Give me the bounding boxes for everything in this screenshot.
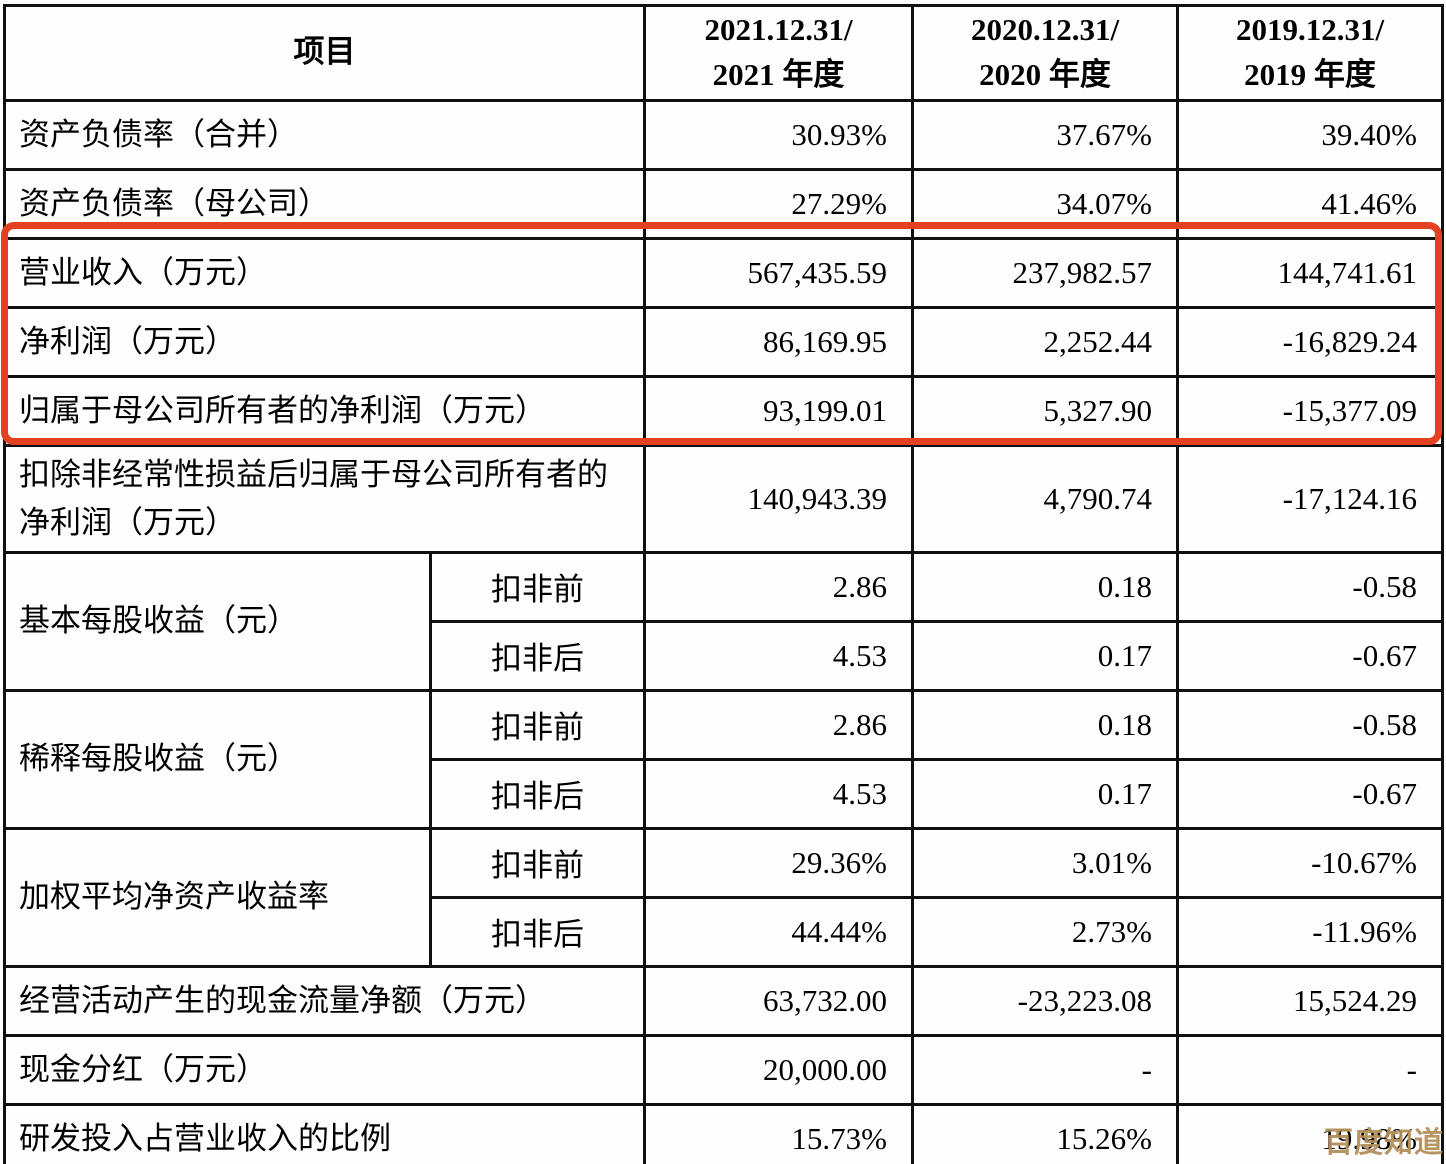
metric-value-cell: 34.07% [911,167,1179,240]
watermark-baidu-zhidao: 百度知道 [1323,1127,1444,1159]
header-item-cell: 项目 [3,4,646,102]
metric-label-cell: 经营活动产生的现金流量净额（万元） [3,964,646,1037]
metric-value-cell: 0.17 [911,757,1179,830]
metric-label-cell: 资产负债率（合并） [3,98,646,171]
table-row-operating-cashflow: 经营活动产生的现金流量净额（万元） 63,732.00 -23,223.08 1… [3,964,1444,1037]
subrow-label-cell: 扣非后 [429,895,646,968]
metric-value-cell: 567,435.59 [643,236,914,309]
metric-value-cell: 86,169.95 [643,305,914,378]
metric-value-cell: -23,223.08 [911,964,1179,1037]
metric-value-cell: 140,943.39 [643,443,914,554]
table-row-debt-ratio-parent: 资产负债率（母公司） 27.29% 34.07% 41.46% [3,167,1444,240]
subrow-label-cell: 扣非前 [429,688,646,761]
metric-value-cell: 19.98% [1176,1102,1444,1164]
metric-value-cell: 20,000.00 [643,1033,914,1106]
metric-value-cell: 93,199.01 [643,374,914,447]
metric-value-cell: - [911,1033,1179,1106]
financial-metrics-table: 项目 2021.12.31/ 2021 年度 2020.12.31/ 2020 … [3,4,1444,1164]
metric-value-cell: 41.46% [1176,167,1444,240]
metric-group-label-cell: 加权平均净资产收益率 [3,826,432,968]
metric-value-cell: -11.96% [1176,895,1444,968]
subrow-label-cell: 扣非前 [429,826,646,899]
metric-value-cell: 39.40% [1176,98,1444,171]
table-row-net-profit-deducted: 扣除非经常性损益后归属于母公司所有者的净利润（万元） 140,943.39 4,… [3,443,1444,554]
metric-label-cell: 资产负债率（母公司） [3,167,646,240]
metric-value-cell: 44.44% [643,895,914,968]
metric-value-cell: - [1176,1033,1444,1106]
header-2020-cell: 2020.12.31/ 2020 年度 [911,4,1179,102]
metric-value-cell: 2.86 [643,550,914,623]
metric-value-cell: 0.18 [911,550,1179,623]
metric-value-cell: -16,829.24 [1176,305,1444,378]
table-row-basic-eps-pre: 基本每股收益（元） 扣非前 2.86 0.18 -0.58 [3,550,1444,692]
metric-value-cell: 29.36% [643,826,914,899]
table-row-cash-dividend: 现金分红（万元） 20,000.00 - - [3,1033,1444,1106]
metric-value-cell: 15,524.29 [1176,964,1444,1037]
metric-value-cell: 0.18 [911,688,1179,761]
metric-value-cell: 5,327.90 [911,374,1179,447]
metric-value-cell: 63,732.00 [643,964,914,1037]
metric-value-cell: 3.01% [911,826,1179,899]
metric-value-cell: 37.67% [911,98,1179,171]
metric-value-cell: 2.86 [643,688,914,761]
metric-value-cell: 2,252.44 [911,305,1179,378]
metric-value-cell: 144,741.61 [1176,236,1444,309]
table-row-diluted-eps-post: 扣非后 4.53 0.17 -0.67 [5,757,1444,830]
header-2021-cell: 2021.12.31/ 2021 年度 [643,4,914,102]
metric-label-cell: 研发投入占营业收入的比例 [3,1102,646,1164]
table-row-basic-eps-post: 扣非后 4.53 0.17 -0.67 [5,619,1444,692]
table-row-net-profit: 净利润（万元） 86,169.95 2,252.44 -16,829.24 [3,305,1444,378]
metric-value-cell: -0.67 [1176,757,1444,830]
subrow-label-cell: 扣非前 [429,550,646,623]
metric-value-cell: 4.53 [643,757,914,830]
metric-value-cell: 4,790.74 [911,443,1179,554]
table-row-diluted-eps-pre: 稀释每股收益（元） 扣非前 2.86 0.18 -0.58 [3,688,1444,830]
metric-value-cell: 30.93% [643,98,914,171]
metric-value-cell: 237,982.57 [911,236,1179,309]
metric-value-cell: -17,124.16 [1176,443,1444,554]
metric-label-cell: 现金分红（万元） [3,1033,646,1106]
metric-value-cell: 15.26% [911,1102,1179,1164]
metric-value-cell: 27.29% [643,167,914,240]
table-row-operating-revenue: 营业收入（万元） 567,435.59 237,982.57 144,741.6… [3,236,1444,309]
metric-label-cell: 净利润（万元） [3,305,646,378]
table-row-roe-pre: 加权平均净资产收益率 扣非前 29.36% 3.01% -10.67% [3,826,1444,968]
metric-value-cell: 2.73% [911,895,1179,968]
header-2019-cell: 2019.12.31/ 2019 年度 [1176,4,1444,102]
table-row-net-profit-parent: 归属于母公司所有者的净利润（万元） 93,199.01 5,327.90 -15… [3,374,1444,447]
metric-label-cell: 扣除非经常性损益后归属于母公司所有者的净利润（万元） [3,443,646,554]
subrow-label-cell: 扣非后 [429,619,646,692]
metric-group-label-cell: 基本每股收益（元） [3,550,432,692]
metric-value-cell: -0.58 [1176,550,1444,623]
metric-value-cell: -0.58 [1176,688,1444,761]
table-header-row: 项目 2021.12.31/ 2021 年度 2020.12.31/ 2020 … [3,4,1444,102]
metric-group-label-cell: 稀释每股收益（元） [3,688,432,830]
metric-value-cell: -15,377.09 [1176,374,1444,447]
metric-value-cell: -10.67% [1176,826,1444,899]
subrow-label-cell: 扣非后 [429,757,646,830]
metric-label-cell: 营业收入（万元） [3,236,646,309]
table-row-debt-ratio-consolidated: 资产负债率（合并） 30.93% 37.67% 39.40% [3,98,1444,171]
table-row-rd-revenue-ratio: 研发投入占营业收入的比例 15.73% 15.26% 19.98% [3,1102,1444,1164]
metric-value-cell: 15.73% [643,1102,914,1164]
metric-value-cell: -0.67 [1176,619,1444,692]
metric-label-cell: 归属于母公司所有者的净利润（万元） [3,374,646,447]
metric-value-cell: 4.53 [643,619,914,692]
table-row-roe-post: 扣非后 44.44% 2.73% -11.96% [5,895,1444,968]
metric-value-cell: 0.17 [911,619,1179,692]
